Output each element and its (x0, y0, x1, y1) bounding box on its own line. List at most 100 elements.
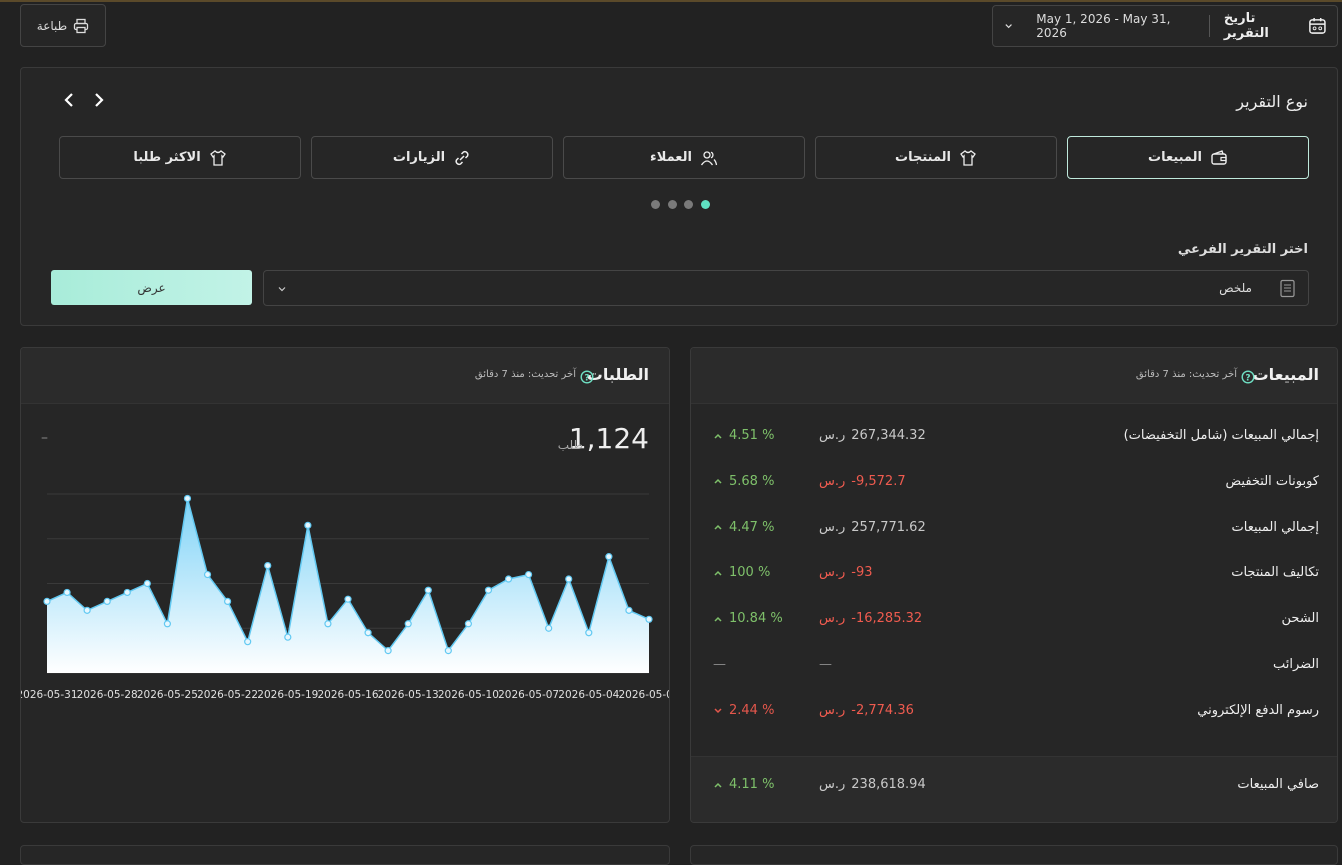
change: 2.44 % (729, 702, 775, 718)
row-label: إجمالي المبيعات (1231, 519, 1319, 535)
currency: ر.س (819, 702, 846, 718)
help-icon[interactable]: ? (580, 370, 594, 384)
point (284, 633, 292, 641)
point (143, 579, 151, 588)
tab-label: المبيعات (1148, 150, 1202, 165)
date-range-picker[interactable]: May 1, 2026 - May 31, 2026 تاريخ التقرير (992, 5, 1338, 47)
point (444, 647, 452, 655)
change: 5.68 % (729, 473, 775, 489)
row-label: كوبونات التخفيض (1225, 473, 1319, 489)
row-value: ر.س -93 (819, 565, 873, 580)
point (163, 620, 171, 628)
row-label: تكاليف المنتجات (1231, 565, 1319, 581)
document-icon (1280, 279, 1295, 298)
x-tick-label: 2026-05-07 (498, 689, 559, 701)
sub-report-label: اختر التقرير الفرعي (1177, 242, 1308, 257)
point (183, 494, 192, 503)
trend-arrow (714, 479, 722, 484)
row-label: الضرائب (1272, 657, 1319, 672)
tab-label: المنتجات (895, 150, 951, 165)
carousel-dot (651, 200, 660, 209)
report-tab[interactable]: المبيعات (1067, 136, 1309, 179)
row-label: إجمالي المبيعات (شامل التخفيضات) (1123, 428, 1319, 443)
svg-text:?: ? (584, 373, 589, 383)
amount: -16,285.32 (851, 611, 923, 627)
last-updated: آخر تحديث: منذ 7 دقائق (1135, 369, 1237, 380)
x-tick-label: 2026-05-19 (257, 689, 318, 701)
panel-header (691, 348, 1337, 404)
tab-label: الزيارات (392, 150, 446, 165)
svg-text:?: ? (1245, 373, 1250, 383)
amount: -93 (851, 565, 873, 581)
trend-arrow (714, 525, 722, 530)
point (504, 575, 513, 583)
currency: ر.س (819, 565, 846, 581)
report-type-title: نوع التقرير (1236, 92, 1308, 111)
point (63, 588, 71, 597)
dropdown-chevron (278, 287, 286, 292)
calendar-icon (1309, 17, 1326, 34)
point (384, 647, 392, 655)
report-tab[interactable]: الزيارات (311, 136, 553, 179)
x-tick-label: 2026-05-25 (137, 689, 198, 701)
amount: — (819, 657, 832, 672)
point (43, 597, 51, 605)
amount: 257,771.62 (851, 519, 926, 535)
point (545, 624, 553, 632)
change: 4.51 % (729, 428, 775, 443)
report-date-label: تاريخ التقرير (1223, 11, 1269, 41)
row-value: ر.س -9,572.7 (819, 474, 906, 489)
report-tab[interactable]: الاكثر طلبا (59, 136, 301, 179)
x-tick-label: 2026-05-13 (378, 689, 439, 701)
x-tick-label: 2026-05-31 (21, 689, 78, 701)
row-change: 4.47 % (713, 520, 774, 535)
amount: -2,774.36 (851, 702, 914, 718)
row-label: رسوم الدفع الإلكتروني (1197, 702, 1319, 718)
next-panel (20, 845, 670, 865)
point (203, 570, 212, 579)
orders-unit: طلب (557, 438, 583, 452)
row-change: 4.11 % (713, 777, 774, 792)
sales-panel: المبيعات ? آخر تحديث: منذ 7 دقائق إجمالي… (690, 347, 1338, 823)
currency: ر.س (819, 611, 846, 627)
x-tick-label: 2026-05-01 (618, 689, 670, 701)
help-icon[interactable]: ? (1241, 370, 1255, 384)
row-change: 2.44 % (713, 703, 774, 718)
row-change: 5.68 % (713, 474, 774, 489)
trend-arrow (714, 570, 722, 576)
point (585, 629, 593, 637)
row-change: 100 % (713, 565, 770, 580)
change: 100 % (729, 565, 771, 581)
sub-report-value: ملخص (1219, 281, 1252, 295)
show-button[interactable]: عرض (51, 270, 252, 305)
x-tick-label: 2026-05-22 (197, 689, 258, 701)
tab-icon (209, 149, 226, 166)
compare-value: – (41, 430, 48, 446)
point (565, 575, 573, 583)
report-tab[interactable]: العملاء (563, 136, 805, 179)
row-value: ر.س -16,285.32 (819, 611, 922, 626)
point (324, 620, 332, 628)
point (224, 597, 232, 605)
report-tab[interactable]: المنتجات (815, 136, 1057, 179)
carousel-dot (700, 200, 710, 209)
point (625, 606, 633, 614)
change: 10.84 % (729, 611, 783, 627)
orders-chart: 2026-05-31 2026-05-28 2026-05-25 2026-05-22… (21, 493, 670, 701)
carousel-dot (684, 200, 693, 209)
dropdown-chevron (1005, 24, 1012, 29)
row-value: ر.س 238,618.94 (819, 777, 926, 792)
carousel-dot (667, 200, 677, 209)
tab-icon (1211, 149, 1227, 165)
currency: ر.س (819, 428, 846, 443)
report-type-card: نوع التقرير اختر التقرير الفرعي ملخص عرض… (20, 67, 1338, 326)
currency: ر.س (819, 519, 846, 535)
carousel-arrows[interactable] (61, 90, 111, 110)
row-value: — (819, 657, 832, 672)
point (605, 553, 613, 561)
point (464, 620, 472, 628)
print-button[interactable]: طباعة (20, 4, 106, 47)
print-label: طباعة (36, 18, 68, 33)
orders-total: 1,124 (568, 422, 649, 455)
sub-report-select[interactable]: ملخص (263, 270, 1309, 306)
